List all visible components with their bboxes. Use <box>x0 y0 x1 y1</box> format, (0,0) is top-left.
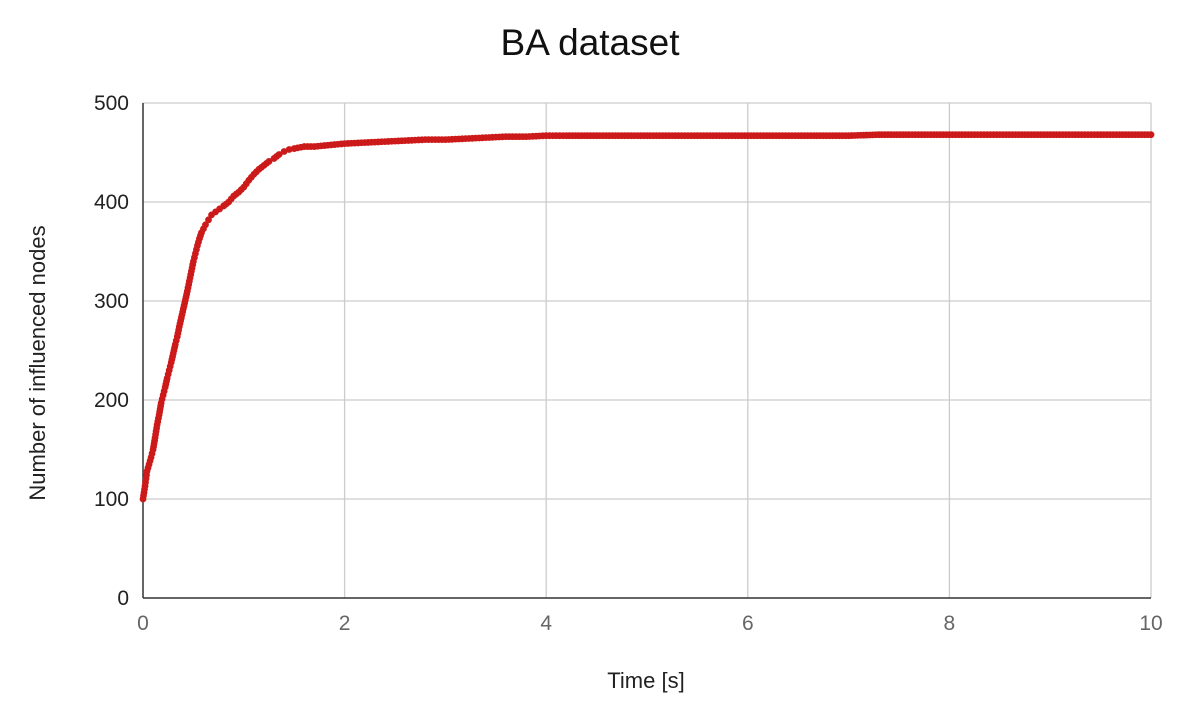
chart-title: BA dataset <box>500 22 680 63</box>
y-tick-label: 0 <box>117 587 129 610</box>
data-point <box>205 216 212 224</box>
y-axis-label: Number of influenced nodes <box>25 225 50 501</box>
y-tick-label: 400 <box>94 191 129 214</box>
x-tick-label: 10 <box>1139 612 1162 635</box>
y-tick-label: 300 <box>94 290 129 313</box>
data-points <box>139 131 1155 503</box>
grid-lines <box>143 102 1152 598</box>
data-point <box>285 146 293 153</box>
x-tick-label: 8 <box>944 612 956 635</box>
x-tick-label: 4 <box>540 612 552 635</box>
axes <box>142 103 1151 599</box>
y-tick-label: 100 <box>94 488 129 511</box>
x-tick-label: 0 <box>137 612 149 635</box>
x-axis-label: Time [s] <box>607 668 685 693</box>
y-tick-label: 500 <box>94 92 129 115</box>
x-tick-label: 6 <box>742 612 754 635</box>
x-tick-label: 2 <box>339 612 351 635</box>
data-point <box>1147 131 1155 139</box>
y-tick-label: 200 <box>94 389 129 412</box>
data-point <box>202 221 209 229</box>
data-point <box>275 151 283 158</box>
data-point <box>265 158 273 165</box>
